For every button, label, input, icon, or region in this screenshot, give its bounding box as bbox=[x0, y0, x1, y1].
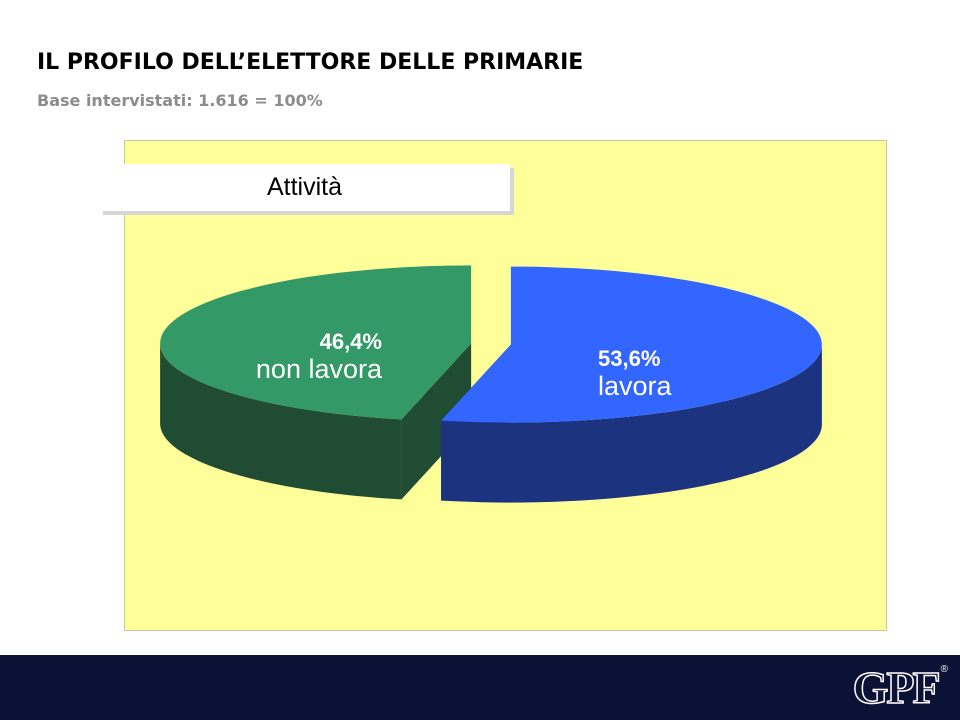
data-label-category: non lavora bbox=[256, 354, 383, 384]
data-label-category: lavora bbox=[598, 371, 673, 401]
page-title: IL PROFILO DELL’ELETTORE DELLE PRIMARIE bbox=[37, 50, 584, 75]
pie-slice-non-lavora bbox=[160, 265, 472, 420]
chart-title: Attività bbox=[266, 173, 343, 201]
page-subtitle: Base intervistati: 1.616 = 100% bbox=[37, 91, 323, 110]
footer-bar: GPF ® bbox=[0, 655, 960, 720]
pie-slice-lavora bbox=[441, 266, 822, 423]
pie-cut-face-non-lavora bbox=[401, 343, 472, 500]
pie-chart: 53,6%lavora 46,4%non lavora bbox=[160, 265, 822, 503]
pie-wall-lavora bbox=[441, 344, 822, 503]
data-label-value: 46,4% bbox=[320, 329, 382, 354]
pie-wall-non-lavora bbox=[160, 343, 402, 500]
logo-text: GPF bbox=[852, 662, 941, 714]
gpf-logo: GPF ® bbox=[852, 662, 948, 714]
chart-title-box: Attività bbox=[99, 164, 510, 211]
registered-mark: ® bbox=[940, 664, 948, 675]
data-label-value: 53,6% bbox=[598, 346, 660, 371]
